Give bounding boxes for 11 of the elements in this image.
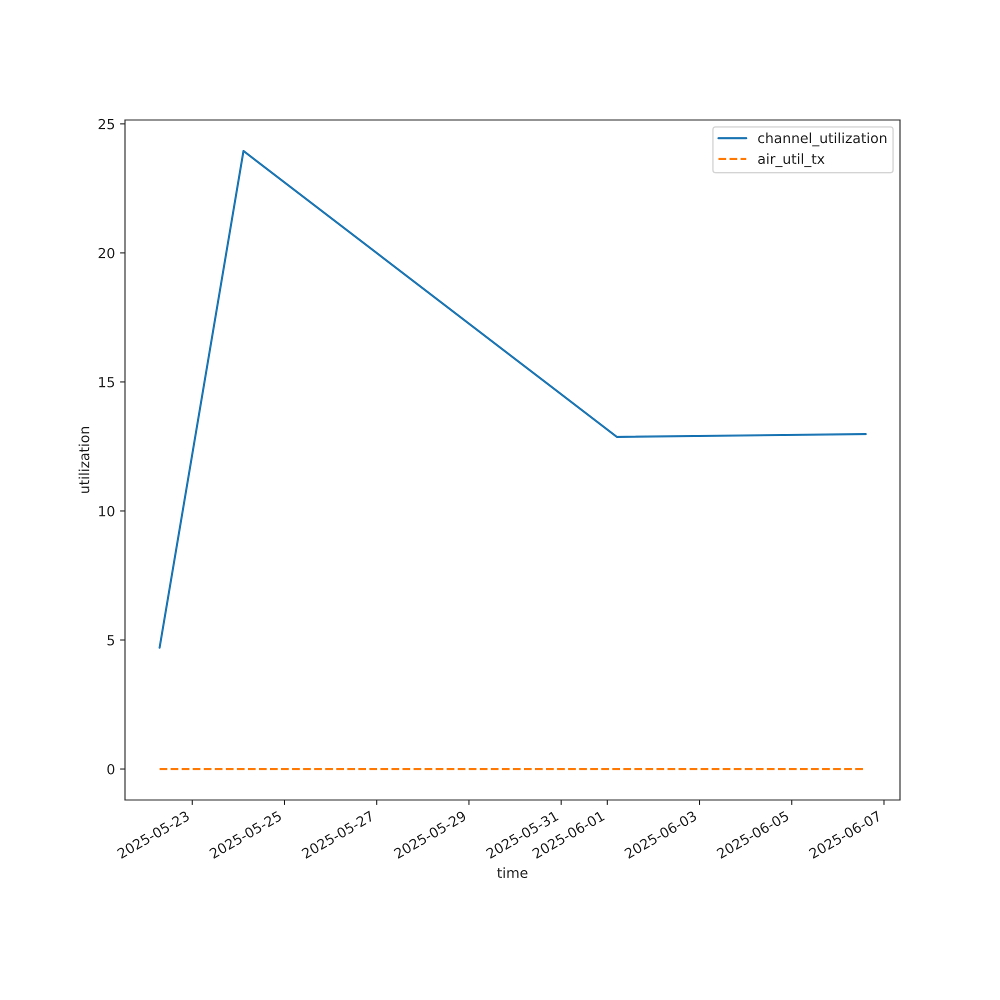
line-series <box>158 150 867 649</box>
legend-label: air_util_tx <box>758 153 825 168</box>
y-tick-label: 25 <box>98 118 114 130</box>
y-tick-label: 0 <box>107 764 114 775</box>
y-tick-label: 10 <box>99 506 114 516</box>
y-tick-label: 15 <box>99 377 114 388</box>
y-tick-label: 20 <box>98 248 114 258</box>
legend-label: channel_utilization <box>758 132 886 146</box>
x-axis-title: time <box>497 867 528 878</box>
y-tick-label: 5 <box>108 635 114 646</box>
y-axis-title: utilization <box>78 427 90 493</box>
